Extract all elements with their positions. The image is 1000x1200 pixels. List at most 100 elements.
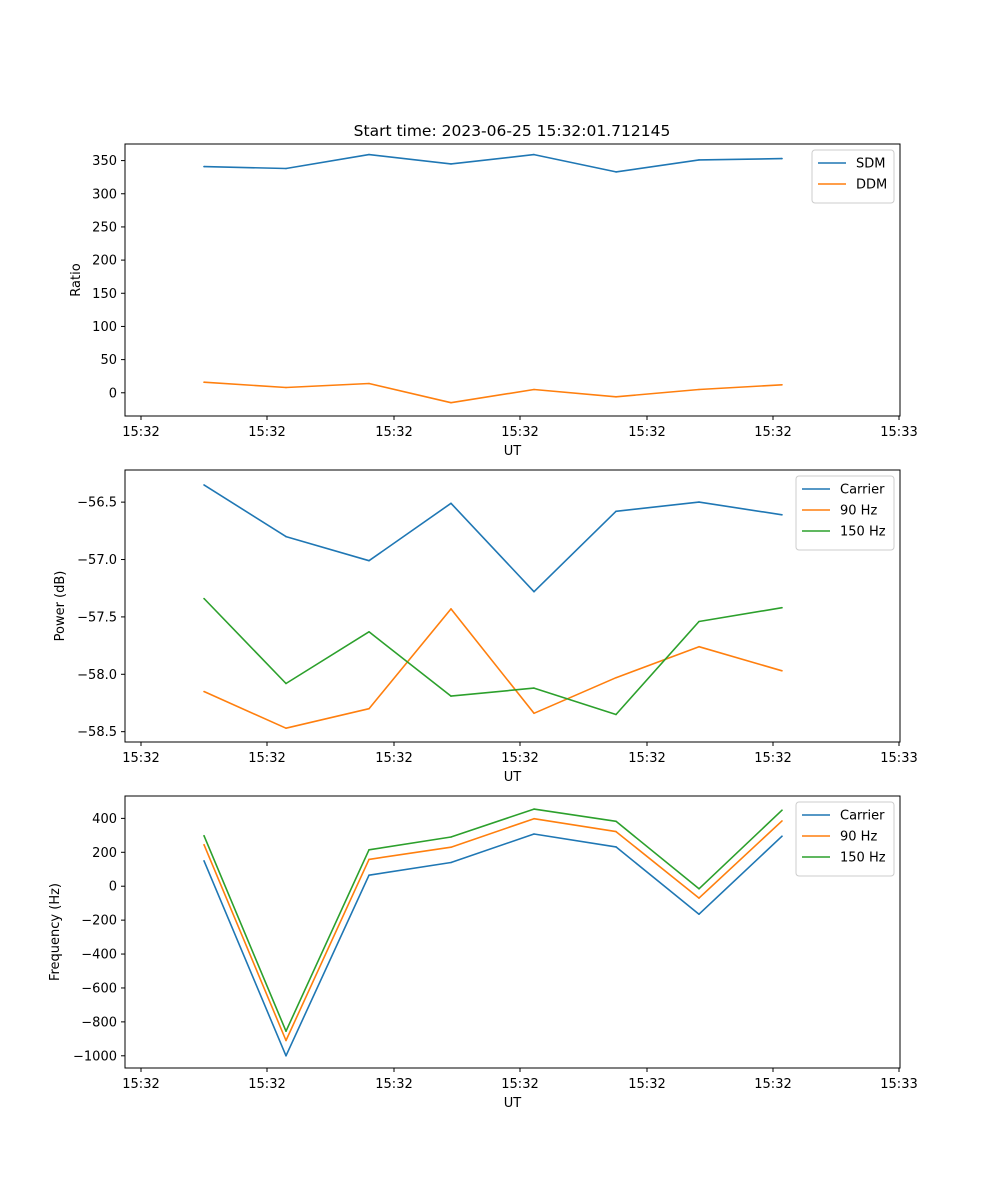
y-tick-label: −56.5 xyxy=(77,496,117,511)
data-point xyxy=(285,167,287,170)
legend-entry: 150 Hz xyxy=(840,525,886,540)
x-tick-label: 15:33 xyxy=(880,425,917,440)
series-line-ddm xyxy=(203,381,783,404)
data-point xyxy=(285,682,287,685)
y-tick-label: −800 xyxy=(81,1015,117,1030)
series-line-sdm xyxy=(203,153,783,173)
data-point xyxy=(203,381,205,384)
x-tick-label: 15:32 xyxy=(122,425,159,440)
data-point xyxy=(450,836,452,838)
data-point xyxy=(781,670,783,672)
series-line-carrier xyxy=(203,484,783,593)
y-tick-label: 200 xyxy=(92,846,117,861)
data-point xyxy=(203,484,205,486)
x-tick-label: 15:32 xyxy=(754,425,791,440)
data-point xyxy=(698,645,700,648)
data-point xyxy=(615,510,617,513)
data-point xyxy=(450,502,452,505)
data-point xyxy=(615,820,617,823)
data-point xyxy=(533,817,535,820)
y-tick-label: 200 xyxy=(92,254,117,269)
data-point xyxy=(698,620,700,623)
data-point xyxy=(285,386,287,389)
data-point xyxy=(203,860,205,862)
power-panel: 15:32 15:32 15:32 15:32 15:32 15:32 15:33 −56.5… xyxy=(53,469,918,785)
x-tick-label: 15:32 xyxy=(375,425,412,440)
y-tick-label: −58.5 xyxy=(77,725,117,740)
y-tick-label: 250 xyxy=(92,220,117,235)
data-point xyxy=(203,597,205,600)
data-point xyxy=(615,171,617,173)
data-point xyxy=(781,809,783,811)
x-tick-label: 15:32 xyxy=(501,425,538,440)
data-point xyxy=(698,501,700,503)
x-axis-label: UT xyxy=(504,444,522,459)
x-axis-label: UT xyxy=(504,1096,522,1111)
data-point xyxy=(615,676,617,679)
data-point xyxy=(781,157,783,160)
x-tick-label: 15:33 xyxy=(880,751,917,766)
y-tick-label: −400 xyxy=(81,948,117,963)
x-tick-label: 15:32 xyxy=(248,425,285,440)
data-point xyxy=(285,1055,287,1057)
data-point xyxy=(781,384,783,386)
series-line-carrier xyxy=(203,833,783,1057)
data-point xyxy=(368,559,370,562)
y-tick-label: −600 xyxy=(81,981,117,996)
data-point xyxy=(450,846,452,848)
x-tick-label: 15:33 xyxy=(880,1077,917,1092)
y-tick-label: 300 xyxy=(92,187,117,202)
data-point xyxy=(533,388,535,391)
data-point xyxy=(450,695,452,697)
y-tick-label: 0 xyxy=(109,386,117,401)
data-point xyxy=(698,888,700,890)
data-point xyxy=(450,608,452,610)
data-point xyxy=(781,514,783,516)
x-tick-label: 15:32 xyxy=(375,751,412,766)
x-tick-label: 15:32 xyxy=(628,1077,665,1092)
x-tick-label: 15:32 xyxy=(248,751,285,766)
data-point xyxy=(285,1030,287,1032)
data-point xyxy=(781,835,783,837)
data-point xyxy=(368,849,370,851)
data-point xyxy=(533,590,535,593)
data-point xyxy=(533,808,535,810)
data-point xyxy=(781,606,783,609)
data-point xyxy=(533,153,535,156)
data-point xyxy=(203,690,205,693)
series-line-90-hz xyxy=(203,817,783,1042)
data-point xyxy=(368,153,370,156)
y-tick-label: −58.0 xyxy=(77,668,117,683)
x-tick-label: 15:32 xyxy=(501,751,538,766)
x-tick-label: 15:32 xyxy=(122,751,159,766)
y-axis-label: Frequency (Hz) xyxy=(48,883,63,981)
data-point xyxy=(368,874,370,876)
x-tick-label: 15:32 xyxy=(628,751,665,766)
legend: Carrier 90 Hz 150 Hz xyxy=(795,475,895,551)
legend: SDM DDM xyxy=(811,149,895,204)
data-point xyxy=(285,727,287,729)
data-point xyxy=(698,913,700,915)
y-tick-label: 100 xyxy=(92,320,117,335)
x-axis-label: UT xyxy=(504,770,522,785)
ratio-panel: 15:32 15:32 15:32 15:32 15:32 15:32 15:33 0 50 10… xyxy=(69,143,918,459)
y-tick-label: 400 xyxy=(92,812,117,827)
data-point xyxy=(533,833,535,835)
x-tick-label: 15:32 xyxy=(628,425,665,440)
legend-entry: SDM xyxy=(856,157,885,172)
y-tick-label: 350 xyxy=(92,154,117,169)
axes-frame xyxy=(124,469,901,743)
y-tick-label: −200 xyxy=(81,914,117,929)
data-point xyxy=(615,396,617,398)
data-point xyxy=(368,631,370,633)
data-point xyxy=(285,535,287,538)
x-tick-label: 15:32 xyxy=(501,1077,538,1092)
y-tick-label: −1000 xyxy=(73,1049,117,1064)
data-point xyxy=(450,861,452,864)
data-point xyxy=(615,713,617,716)
axes-frame xyxy=(124,795,901,1069)
series-line-150-hz xyxy=(203,597,783,716)
data-point xyxy=(368,382,370,385)
data-point xyxy=(698,388,700,391)
y-tick-label: −57.5 xyxy=(77,610,117,625)
